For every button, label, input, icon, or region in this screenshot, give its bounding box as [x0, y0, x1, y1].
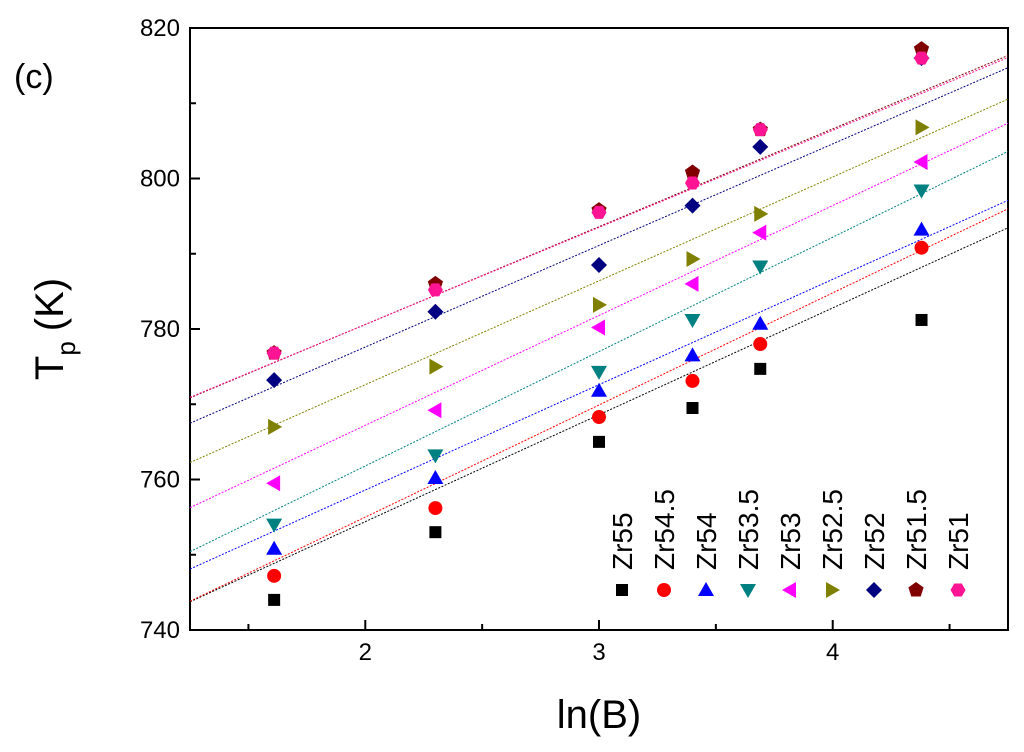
- y-axis-label: Tp (K): [28, 278, 81, 380]
- data-point-zr54-5: [267, 568, 282, 583]
- data-point-zr51: [914, 51, 929, 65]
- data-point-zr52-5: [593, 296, 607, 313]
- data-point-zr53: [684, 275, 699, 292]
- legend-marker-zr54: [698, 582, 714, 596]
- data-point-zr52-5: [915, 119, 930, 136]
- svg-text:Tp(K): Tp (K): [28, 278, 81, 380]
- data-markers: [266, 41, 930, 606]
- data-point-zr53: [752, 224, 767, 241]
- fit-line-zr52-5: [190, 98, 1008, 464]
- legend-label-zr54-5: Zr54.5: [649, 489, 680, 570]
- data-point-zr51: [685, 176, 700, 190]
- data-point-zr52-5: [686, 251, 701, 268]
- data-point-zr53-5: [913, 184, 930, 199]
- axis-ticks: [190, 27, 951, 631]
- data-point-zr55: [593, 435, 605, 448]
- legend-label-zr55: Zr55: [607, 512, 638, 570]
- data-point-zr54-5: [685, 373, 700, 388]
- legend-label-zr53: Zr53: [775, 512, 806, 570]
- data-point-zr53: [427, 402, 442, 419]
- y-tick-label: 820: [140, 15, 180, 42]
- data-point-zr54: [427, 469, 444, 484]
- x-tick-label: 3: [592, 639, 605, 666]
- data-point-zr52-5: [268, 418, 283, 435]
- legend-marker-zr53: [782, 582, 796, 598]
- legend-marker-zr51-5: [908, 582, 924, 597]
- panel-label: (c): [14, 58, 54, 96]
- data-point-zr55: [915, 313, 928, 326]
- y-tick-label: 780: [140, 316, 180, 343]
- data-point-zr52-5: [429, 358, 444, 375]
- y-tick-label: 800: [140, 166, 180, 193]
- data-point-zr55: [686, 402, 699, 415]
- fit-line-zr53-5: [190, 150, 1008, 553]
- legend-label-zr52: Zr52: [859, 512, 890, 570]
- data-point-zr52-5: [754, 205, 769, 222]
- fit-line-zr52: [190, 67, 1008, 424]
- data-point-zr54-5: [592, 410, 606, 425]
- data-point-zr51: [752, 123, 768, 137]
- x-tick-label: 4: [826, 639, 839, 666]
- legend-marker-zr55: [616, 584, 628, 596]
- legend-label-zr51-5: Zr51.5: [901, 489, 932, 570]
- legend-marker-zr54-5: [657, 583, 671, 597]
- fit-line-zr54-5: [190, 208, 1008, 602]
- data-point-zr53-5: [591, 365, 607, 380]
- data-point-zr54-5: [753, 337, 768, 352]
- data-point-zr53-5: [266, 518, 283, 533]
- legend-label-zr51: Zr51: [943, 512, 974, 570]
- legend-label-zr52-5: Zr52.5: [817, 489, 848, 570]
- data-point-zr55: [754, 362, 767, 375]
- data-point-zr53: [266, 475, 281, 492]
- data-point-zr54: [684, 347, 701, 362]
- data-point-zr54-5: [428, 501, 443, 516]
- data-point-zr51: [591, 205, 607, 219]
- legend-marker-zr51: [950, 583, 966, 597]
- x-axis-label: ln(B): [557, 693, 641, 737]
- data-point-zr53-5: [684, 313, 701, 328]
- legend-label-zr54: Zr54: [691, 512, 722, 570]
- y-tick-label: 740: [140, 617, 180, 644]
- data-point-zr54: [266, 540, 283, 555]
- data-point-zr55: [429, 526, 442, 539]
- data-point-zr53-5: [427, 449, 444, 464]
- x-tick-label: 2: [359, 639, 372, 666]
- data-point-zr51: [427, 283, 443, 297]
- legend: Zr55 Zr54.5 Zr54 Zr53.5 Zr53 Zr52.5 Zr52 Zr51.5…: [607, 489, 974, 598]
- data-point-zr53: [913, 153, 928, 170]
- legend-marker-zr52-5: [826, 582, 840, 598]
- data-point-zr54: [913, 221, 930, 236]
- y-tick-label: 760: [140, 467, 180, 494]
- data-point-zr54: [591, 382, 607, 397]
- axis-tick-labels: 2 3 4 740 760 780 800 820: [140, 15, 839, 666]
- data-point-zr55: [268, 593, 281, 606]
- data-point-zr54: [752, 315, 769, 330]
- data-point-zr52: [266, 372, 283, 389]
- legend-marker-zr52: [866, 582, 882, 598]
- data-point-zr52: [427, 303, 444, 320]
- legend-label-zr53-5: Zr53.5: [733, 489, 764, 570]
- data-point-zr51-5: [684, 164, 701, 179]
- y-axis-label-main: T: [28, 356, 72, 380]
- data-point-zr51: [266, 346, 282, 360]
- data-point-zr52: [752, 138, 769, 155]
- fit-line-zr51: [190, 57, 1008, 398]
- y-axis-label-unit: (K): [28, 278, 72, 331]
- data-point-zr53-5: [752, 260, 769, 275]
- fit-line-zr53: [190, 122, 1008, 509]
- data-point-zr52: [684, 197, 701, 214]
- data-point-zr53: [591, 319, 605, 336]
- data-point-zr54-5: [914, 240, 929, 255]
- data-point-zr52: [591, 257, 607, 274]
- legend-marker-zr53-5: [740, 584, 756, 598]
- y-axis-label-sub: p: [51, 341, 81, 355]
